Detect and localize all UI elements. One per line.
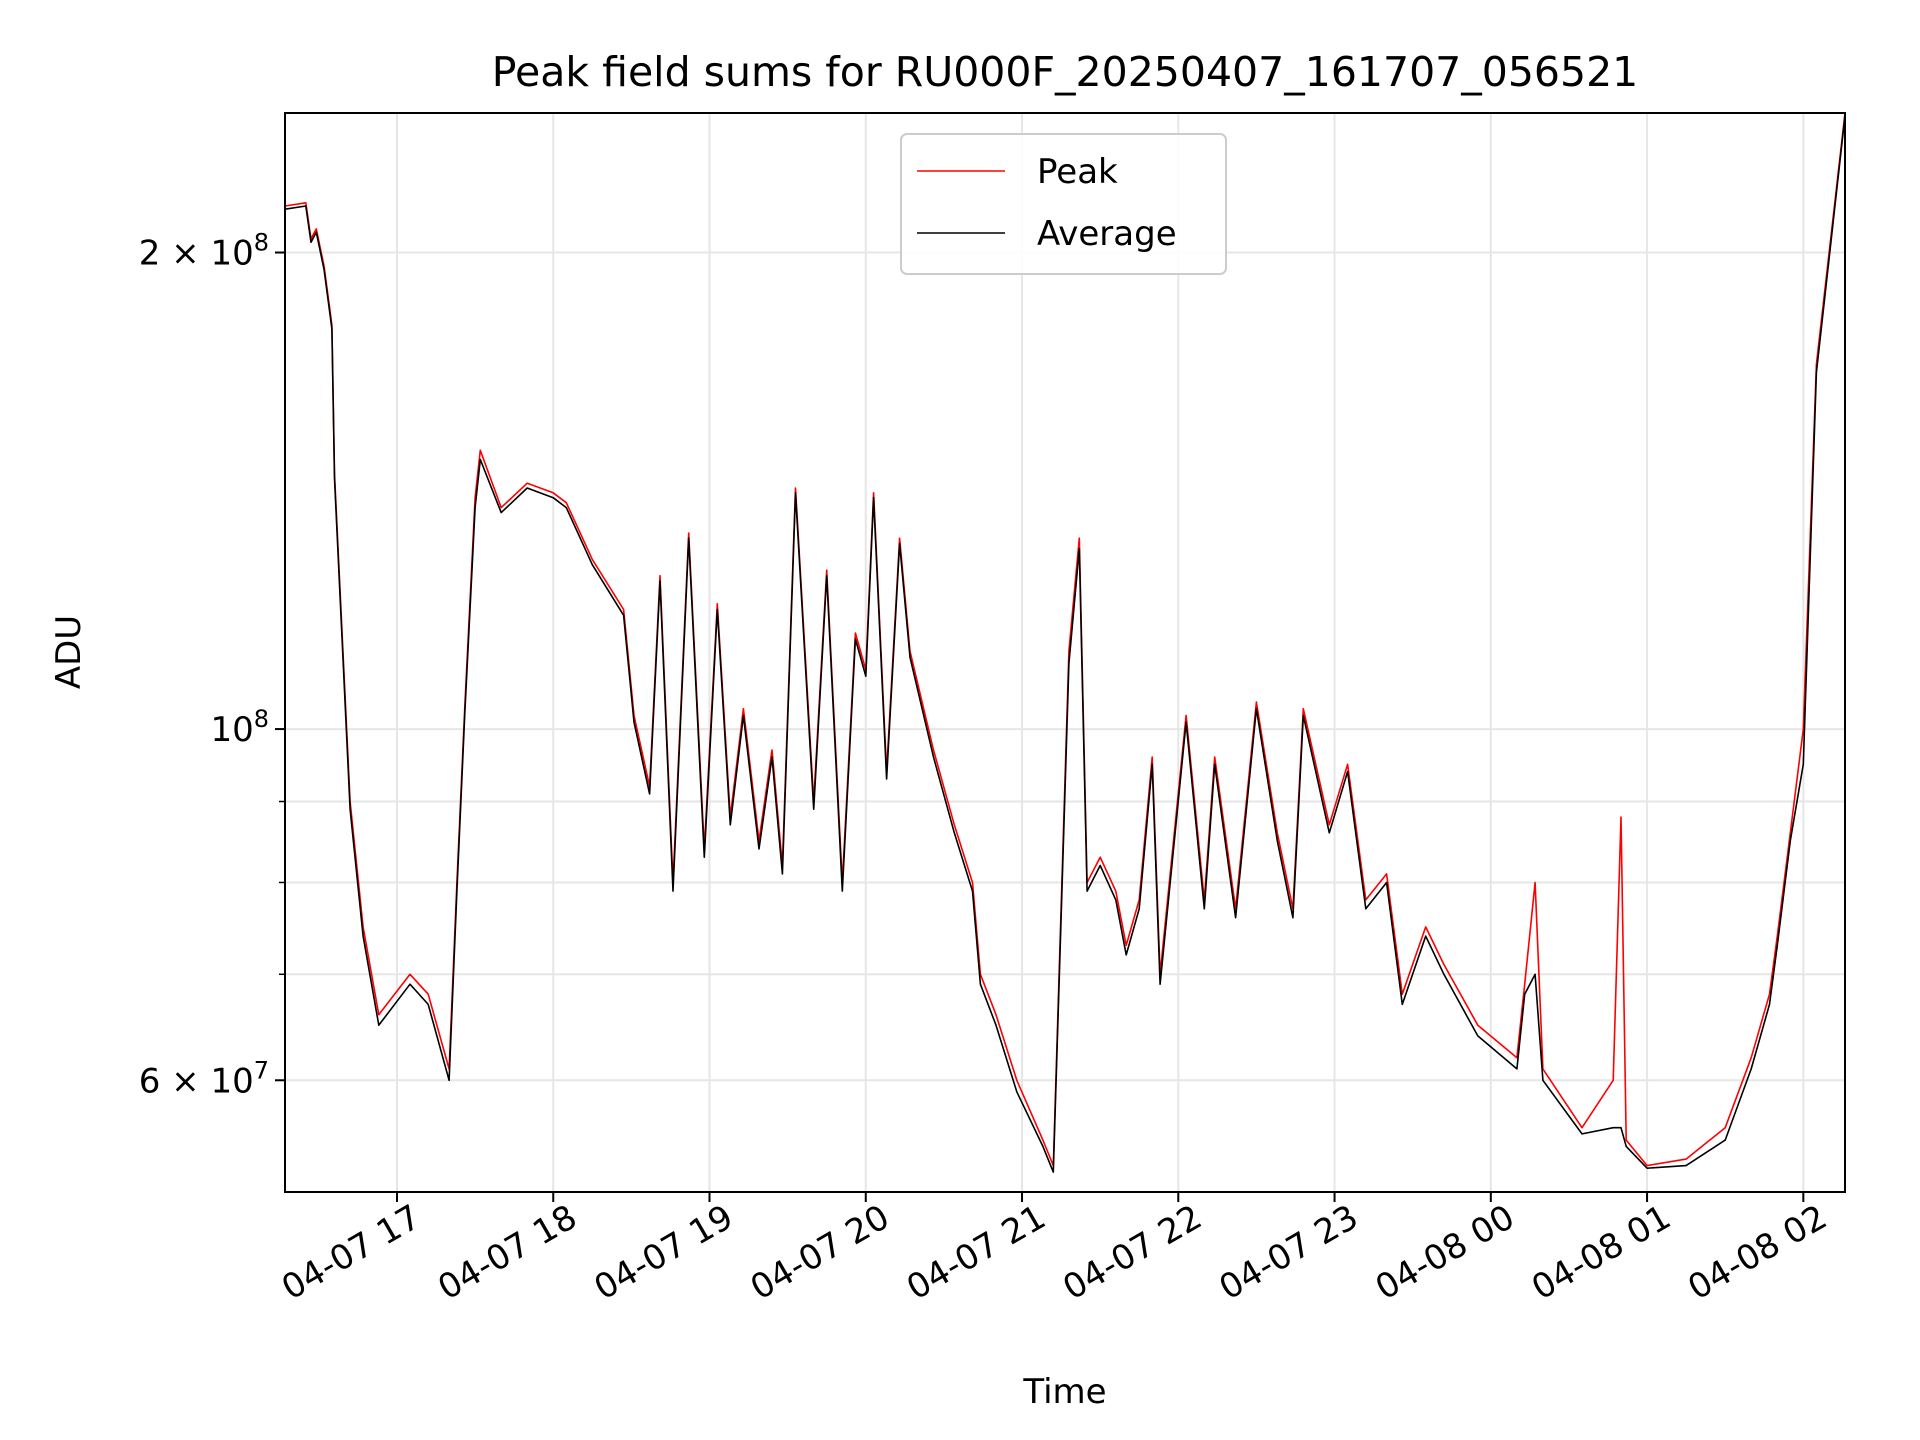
y-axis-label: ADU [49,615,89,689]
grid-lines [285,113,1845,1192]
y-tick-label: 6 × 107 [139,1056,269,1101]
plot-frame [284,112,1846,1193]
plot-area [285,113,1845,1173]
y-axis-ticks: 6 × 107 108 2 × 108 [139,229,285,1101]
legend-label-peak: Peak [1037,152,1118,192]
y-tick-label: 2 × 108 [139,229,269,274]
legend: Peak Average [900,133,1227,275]
y-tick-label: 108 [210,705,269,750]
legend-label-average: Average [1037,214,1177,254]
legend-box [900,133,1227,275]
x-axis-label: Time [1022,1372,1106,1412]
series-line-average [285,115,1845,1173]
chart-title: Peak field sums for RU000F_20250407_1617… [492,48,1639,96]
